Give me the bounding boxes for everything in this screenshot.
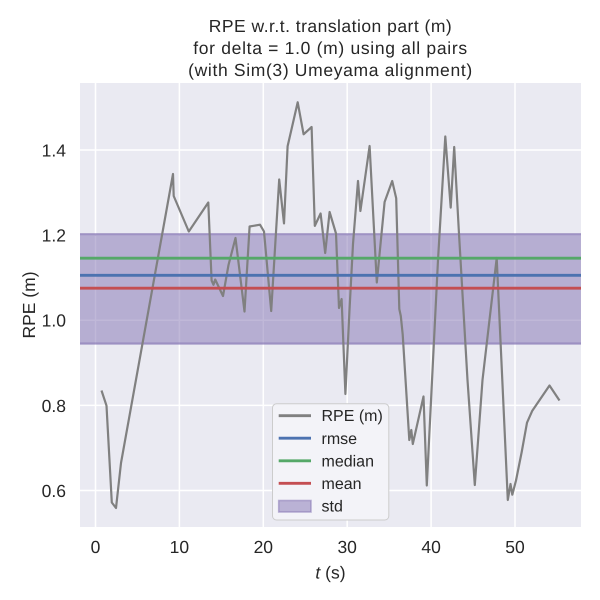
svg-text:1.2: 1.2 <box>42 226 66 246</box>
svg-text:RPE (m): RPE (m) <box>322 408 383 425</box>
svg-text:50: 50 <box>505 537 525 557</box>
svg-text:10: 10 <box>170 537 190 557</box>
svg-text:rmse: rmse <box>322 431 358 448</box>
svg-text:0.6: 0.6 <box>42 481 66 501</box>
svg-text:for delta = 1.0 (m) using all: for delta = 1.0 (m) using all pairs <box>193 38 468 58</box>
svg-text:std: std <box>322 498 343 515</box>
svg-text:1.4: 1.4 <box>42 140 67 160</box>
svg-text:t (s): t (s) <box>315 563 345 583</box>
svg-text:RPE (m): RPE (m) <box>19 271 39 338</box>
svg-text:median: median <box>322 453 374 470</box>
svg-text:20: 20 <box>254 537 274 557</box>
svg-text:mean: mean <box>322 476 362 493</box>
svg-text:1.0: 1.0 <box>42 311 67 331</box>
svg-text:40: 40 <box>421 537 441 557</box>
svg-text:(with Sim(3) Umeyama alignment: (with Sim(3) Umeyama alignment) <box>188 60 473 80</box>
svg-text:RPE w.r.t. translation part (m: RPE w.r.t. translation part (m) <box>209 16 452 36</box>
svg-text:30: 30 <box>337 537 357 557</box>
svg-text:0: 0 <box>91 537 101 557</box>
svg-text:0.8: 0.8 <box>42 396 66 416</box>
